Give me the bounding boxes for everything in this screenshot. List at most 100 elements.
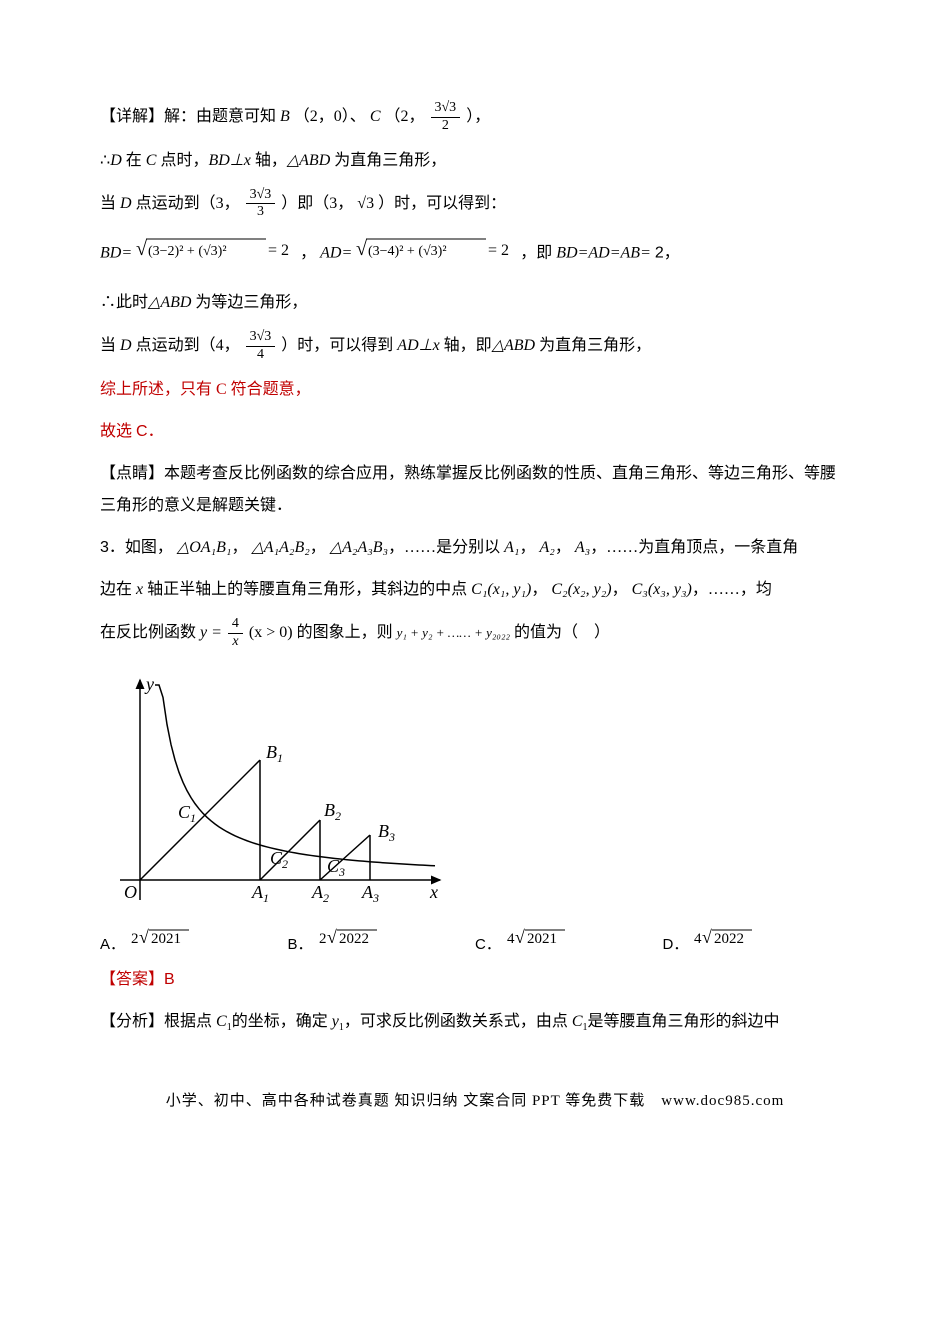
text: 为直角三角形， xyxy=(330,152,446,169)
text: ）， xyxy=(466,108,490,125)
svg-text:√: √ xyxy=(327,927,337,947)
A1: A₁ xyxy=(504,539,519,556)
text: 边在 xyxy=(100,581,132,598)
text: ）时，可以得到 xyxy=(281,337,397,354)
opt-value: 4√2022 xyxy=(694,925,756,954)
var: BD= xyxy=(100,245,132,262)
explain-p2: ∴D 在 C 点时，BD⊥x 轴，△ABD 为直角三角形， xyxy=(100,145,850,177)
sum: y₁ + y₂ + …… + y₂₀₂₂ xyxy=(397,625,510,640)
var-D: D xyxy=(120,195,132,212)
svg-text:x: x xyxy=(429,882,438,902)
denominator: x xyxy=(228,634,243,651)
svg-text:A1: A1 xyxy=(251,882,269,905)
C2: C₂(x₂, y₂) xyxy=(551,581,611,598)
tri3: △A₂A₃B₃ xyxy=(330,539,388,556)
var-B: B xyxy=(280,108,290,125)
text: ∴此时 xyxy=(100,294,148,311)
question-3-line2: 边在 x 轴正半轴上的等腰直角三角形，其斜边的中点 C₁(x₁, y₁)， C₂… xyxy=(100,574,850,606)
answer: 【答案】B xyxy=(100,964,850,996)
explain-p6: 当 D 点运动到（4， 3√3 4 ）时，可以得到 AD⊥x 轴，即△ABD 为… xyxy=(100,329,850,364)
vars: BD=AD=AB= xyxy=(556,245,651,262)
text: 【答案】 xyxy=(100,971,164,988)
conclusion-2: 故选 C． xyxy=(100,416,850,448)
text: 当 xyxy=(100,337,120,354)
tri1: △OA₁B₁ xyxy=(177,539,232,556)
sqrt3: √3 xyxy=(357,195,374,212)
var: C xyxy=(216,1013,227,1030)
num: 2， xyxy=(655,245,680,262)
opt-value: 4√2021 xyxy=(507,925,569,954)
explain-p3: 当 D 点运动到（3， 3√3 3 ）即（3， √3 ）时，可以得到： xyxy=(100,187,850,222)
numerator: 3√3 xyxy=(246,329,276,347)
var-D: D xyxy=(110,152,122,169)
question-3-line1: 3．如图， △OA₁B₁， △A₁A₂B₂， △A₂A₃B₃，……是分别以 A₁… xyxy=(100,532,850,564)
svg-text:2: 2 xyxy=(319,931,327,947)
fraction: 3√3 3 xyxy=(246,187,276,222)
denominator: 3 xyxy=(246,204,276,221)
svg-text:2022: 2022 xyxy=(714,931,744,947)
explain-p1: 【详解】解：由题意可知 B （2，0）、 C （2， 3√3 2 ）， xyxy=(100,100,850,135)
text: 当 xyxy=(100,195,120,212)
text: ， xyxy=(231,539,247,556)
text: 【分析】根据点 xyxy=(100,1013,216,1030)
tri2: △A₁A₂B₂ xyxy=(251,539,309,556)
A2: A₂ xyxy=(539,539,554,556)
svg-text:2021: 2021 xyxy=(151,931,181,947)
text: 点运动到（3， xyxy=(132,195,240,212)
fraction: 3√3 2 xyxy=(431,100,461,135)
text: 轴， xyxy=(251,152,287,169)
svg-text:(3−4)² + (√3)²: (3−4)² + (√3)² xyxy=(368,244,447,259)
svg-text:y: y xyxy=(144,674,154,694)
opt-value: 2√2021 xyxy=(131,925,193,954)
var: C xyxy=(572,1013,583,1030)
options-row: A． 2√2021 B． 2√2022 C． 4√2021 D． 4√2022 xyxy=(100,925,850,954)
cond: (x > 0) xyxy=(249,624,293,641)
svg-text:√: √ xyxy=(515,927,525,947)
yeq: y = xyxy=(200,624,222,641)
numerator: 4 xyxy=(228,616,243,634)
letter: B xyxy=(164,971,175,988)
svg-text:2021: 2021 xyxy=(527,931,557,947)
text: 轴正半轴上的等腰直角三角形，其斜边的中点 xyxy=(147,581,467,598)
page-footer: 小学、初中、高中各种试卷真题 知识归纳 文案合同 PPT 等免费下载 www.d… xyxy=(100,1089,850,1110)
text: 为直角三角形， xyxy=(535,337,651,354)
text: 点时， xyxy=(156,152,208,169)
text: ， xyxy=(300,245,316,262)
text: 故选 xyxy=(100,423,136,440)
text: ，即 xyxy=(520,245,556,262)
svg-text:B1: B1 xyxy=(266,742,283,765)
opt-label: B． xyxy=(288,933,313,954)
document-page: 【详解】解：由题意可知 B （2，0）、 C （2， 3√3 2 ）， ∴D 在… xyxy=(0,0,950,1150)
text: ，……为直角顶点，一条直角 xyxy=(590,539,798,556)
text: 为等边三角形， xyxy=(191,294,307,311)
svg-text:A3: A3 xyxy=(361,882,379,905)
text: ， xyxy=(519,539,535,556)
conclusion-1: 综上所述，只有 C 符合题意， xyxy=(100,374,850,406)
text: ，……是分别以 xyxy=(388,539,500,556)
svg-text:= 2: = 2 xyxy=(268,242,289,259)
triangles-on-hyperbola-diagram: yxOB1B2B3C1C2C3A1A2A3 xyxy=(100,660,850,925)
svg-text:C1: C1 xyxy=(178,802,196,825)
text: 轴，即 xyxy=(440,337,492,354)
text: （2， xyxy=(384,108,424,125)
svg-text:A2: A2 xyxy=(311,882,329,905)
svg-text:2: 2 xyxy=(131,931,139,947)
svg-text:√: √ xyxy=(136,238,147,260)
triangle-abd: △ABD xyxy=(148,294,191,311)
svg-text:√: √ xyxy=(139,927,149,947)
text: 在反比例函数 xyxy=(100,624,196,641)
var: y xyxy=(332,1013,339,1030)
svg-text:4: 4 xyxy=(507,931,515,947)
analysis: 【分析】根据点 C1的坐标，确定 y1，可求反比例函数关系式，由点 C1是等腰直… xyxy=(100,1006,850,1038)
var: AD= xyxy=(320,245,352,262)
svg-text:= 2: = 2 xyxy=(488,242,509,259)
symbol: ∴ xyxy=(100,152,110,169)
text: 在 xyxy=(122,152,146,169)
text: （2，0）、 xyxy=(294,108,366,125)
triangle-abd: △ABD xyxy=(492,337,535,354)
text: ）即（3， xyxy=(281,195,353,212)
denominator: 4 xyxy=(246,347,276,364)
letter: C xyxy=(136,423,148,440)
text: ． xyxy=(148,423,164,440)
text: ，可求反比例函数关系式，由点 xyxy=(344,1013,572,1030)
